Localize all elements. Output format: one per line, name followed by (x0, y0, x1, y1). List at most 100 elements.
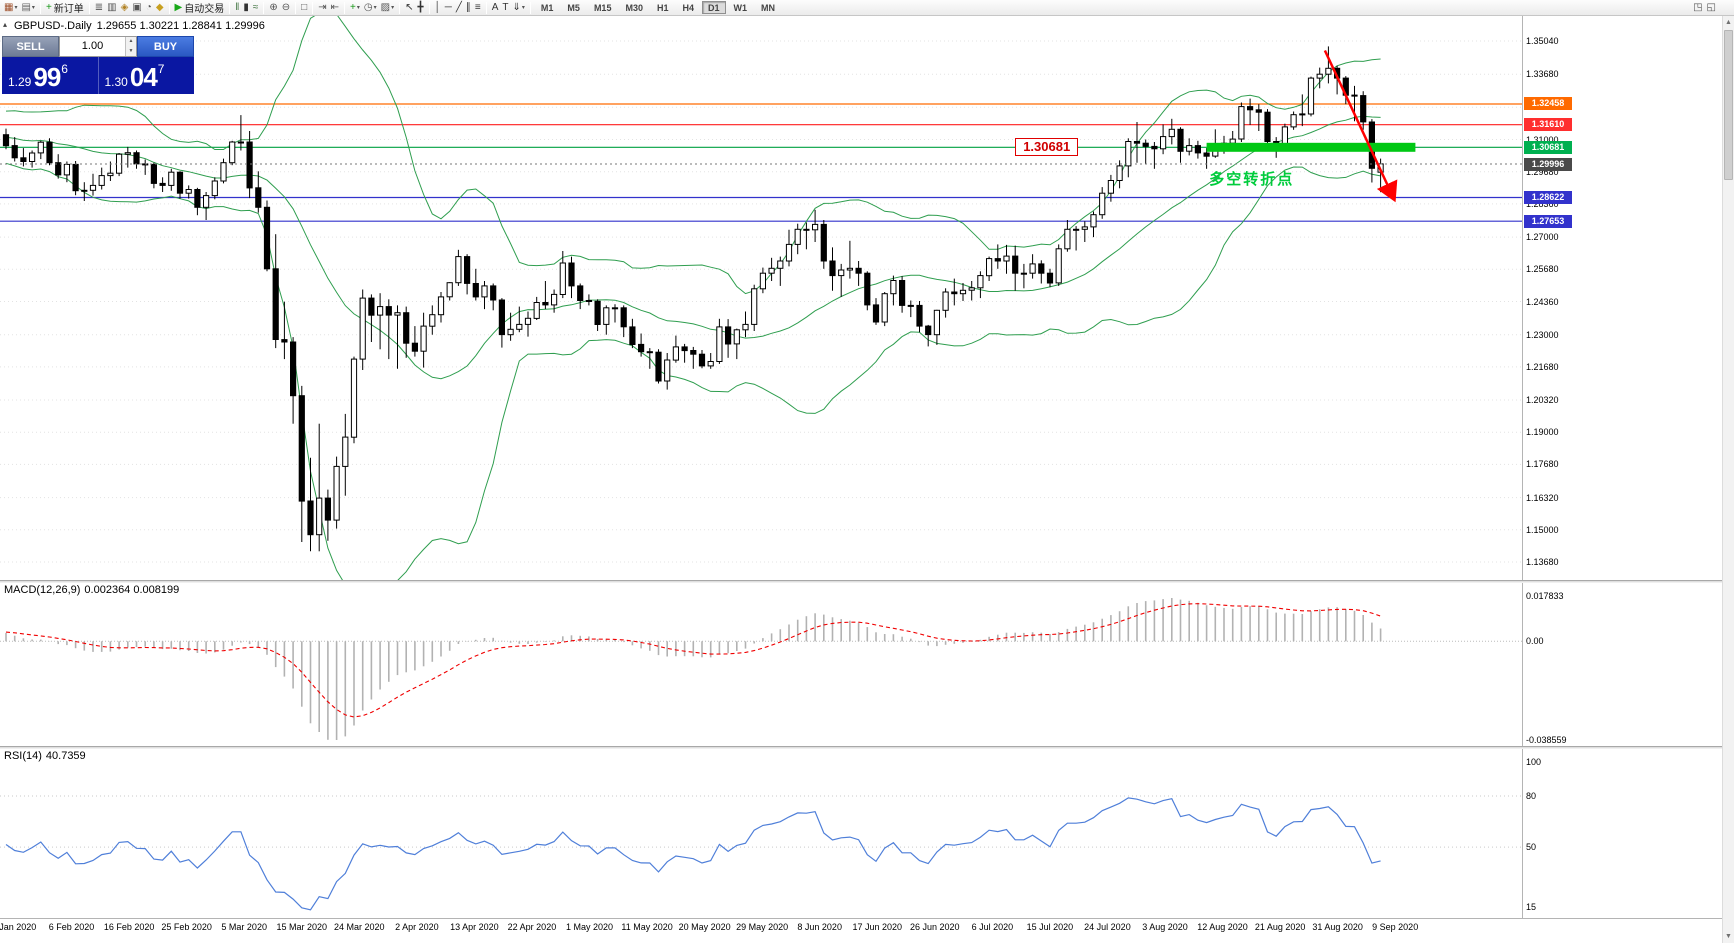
chart-shift-button[interactable]: ⇤ (329, 1, 341, 15)
profiles-icon: ▤ (21, 1, 31, 13)
buy-price-big: 04 (129, 62, 158, 92)
auto-scroll-icon: ⇥ (318, 1, 327, 13)
horizontal-line-button[interactable]: ─ (443, 1, 454, 15)
macd-pane-separator[interactable] (0, 580, 1722, 583)
navigator-button[interactable]: ◈ (119, 1, 131, 15)
vertical-line-button[interactable]: │ (433, 1, 443, 15)
lot-increase-button[interactable]: ▲ (126, 37, 136, 47)
price-axis-border (1522, 16, 1523, 918)
one-click-collapse-button[interactable]: ▴ (3, 20, 8, 29)
timeframe-m30[interactable]: M30 (625, 3, 643, 13)
zoom-out-button[interactable]: ⊖ (280, 1, 292, 15)
new-chart-icon: ▦ (4, 1, 14, 13)
profiles-button[interactable]: ▤ ▾ (19, 1, 36, 15)
toolbar-separator (168, 1, 170, 14)
candlestick-chart-button[interactable]: ▮ (241, 1, 251, 15)
strategy-tester-button[interactable]: ◔ (144, 1, 154, 15)
tile-windows-button[interactable]: □ (299, 1, 309, 15)
bar-chart-button[interactable]: ‖ (233, 1, 241, 15)
indicators-button[interactable]: + ▾ (348, 1, 362, 15)
metaeditor-icon: ◆ (155, 1, 164, 13)
toolbar-separator (485, 1, 487, 14)
templates-button[interactable]: ▨ ▾ (379, 1, 396, 15)
buy-button[interactable]: BUY (137, 36, 194, 57)
candlestick-chart-icon: ▮ (243, 1, 249, 13)
macd-title: MACD(12,26,9) (4, 584, 81, 596)
fibonacci-button[interactable]: ≡ (473, 1, 483, 15)
data-window-icon: ▥ (107, 1, 117, 13)
lot-size-value[interactable]: 1.00 (81, 40, 104, 52)
support-zone-bar[interactable] (1206, 142, 1416, 152)
toolbar-groups: ▦ ▾ ▤ ▾ + 新订单 ≣ ▥ ◈ ▣ ◔ ◆ ▶ 自动交易 ‖ ▮ ≈ ⊕ ⊖ □ ⇥ ⇤ + ▾ ◷ ▾ ▨ ▾ ↖ ╋ │ ─ ╱ ∥ ≡… (2, 0, 782, 16)
lot-spinner: ▲ ▼ (125, 37, 136, 56)
turning-point-annotation[interactable]: 多空转折点 (1209, 171, 1295, 189)
support-level-price-label[interactable]: 1.30681 (1015, 138, 1079, 157)
timeframe-m15[interactable]: M15 (593, 3, 612, 13)
auto-scroll-button[interactable]: ⇥ (316, 1, 328, 15)
lot-size-input[interactable]: 1.00 ▲ ▼ (59, 36, 137, 57)
toolbar-separator (312, 1, 314, 14)
text-button[interactable]: A (490, 1, 501, 15)
market-watch-icon: ≣ (94, 1, 104, 13)
timeframe-h1[interactable]: H1 (656, 3, 669, 13)
cursor-button[interactable]: ↖ (403, 1, 415, 15)
toolbar-group: □ (299, 0, 309, 16)
lot-decrease-button[interactable]: ▼ (126, 46, 136, 56)
macd-values: 0.002364 0.008199 (84, 584, 180, 596)
vertical-scrollbar[interactable]: ▲ ▼ (1722, 16, 1734, 943)
undock-chart-button[interactable]: ◳ (1691, 1, 1704, 15)
new-order-icon: + (45, 1, 52, 13)
toolbar-separator (263, 1, 265, 14)
zoom-in-button[interactable]: ⊕ (267, 1, 279, 15)
toolbar-separator (295, 1, 297, 14)
new-chart-button[interactable]: ▦ ▾ (2, 1, 19, 15)
fullscreen-button[interactable]: ◱ (1705, 1, 1718, 15)
undock-chart-icon: ◳ (1693, 2, 1703, 13)
crosshair-button[interactable]: ╋ (415, 1, 425, 15)
timeframe-m5[interactable]: M5 (567, 3, 580, 13)
equidistant-channel-button[interactable]: ∥ (464, 1, 473, 15)
arrows-button[interactable]: ⇓ ▾ (511, 1, 527, 15)
terminal-button[interactable]: ▣ (130, 1, 143, 15)
new-order-button-label: 新订单 (53, 4, 84, 15)
scrollbar-thumb[interactable] (1724, 30, 1733, 180)
crosshair-icon: ╋ (417, 1, 424, 13)
toolbar-right-group: ◳ ◱ (1691, 0, 1718, 16)
sell-price-prefix: 1.29 (8, 75, 32, 89)
candles-layer (2, 46, 1384, 552)
toolbar-group: ≣ ▥ ◈ ▣ ◔ ◆ (93, 0, 166, 16)
timeframe-d1[interactable]: D1 (702, 1, 726, 14)
trend-arrow[interactable] (1323, 49, 1398, 203)
new-order-button[interactable]: + 新订单 (44, 1, 86, 16)
fibonacci-icon: ≡ (474, 1, 481, 13)
scroll-down-icon[interactable]: ▼ (1725, 933, 1732, 940)
scroll-up-icon[interactable]: ▲ (1725, 19, 1732, 26)
timeframe-m1[interactable]: M1 (540, 3, 554, 13)
line-chart-icon: ≈ (252, 1, 259, 13)
autotrading-button[interactable]: ▶ 自动交易 (173, 1, 227, 16)
sell-price-display[interactable]: 1.29 99 6 (2, 57, 98, 94)
timeframe-mn[interactable]: MN (761, 3, 776, 13)
one-click-trading-panel: SELL 1.00 ▲ ▼ BUY 1.29 99 6 1.30 04 7 (2, 36, 194, 94)
dropdown-caret-icon: ▾ (391, 5, 395, 11)
line-chart-button[interactable]: ≈ (251, 1, 261, 15)
timeframe-h4[interactable]: H4 (682, 3, 694, 13)
fullscreen-icon: ◱ (1706, 2, 1716, 13)
rsi-pane-header: RSI(14) 40.7359 (4, 750, 86, 762)
timeframe-w1[interactable]: W1 (733, 3, 748, 13)
text-label-button[interactable]: T (500, 1, 510, 15)
periods-button[interactable]: ◷ ▾ (362, 1, 379, 15)
rsi-title: RSI(14) (4, 750, 42, 762)
rsi-pane-separator[interactable] (0, 746, 1722, 749)
toolbar-group: ⇥ ⇤ (316, 0, 341, 16)
trendline-button[interactable]: ╱ (454, 1, 464, 15)
bollinger-bands (5, 16, 1381, 580)
metaeditor-button[interactable]: ◆ (154, 1, 166, 15)
terminal-icon: ▣ (132, 1, 142, 13)
data-window-button[interactable]: ▥ (105, 1, 118, 15)
buy-price-display[interactable]: 1.30 04 7 (99, 57, 195, 94)
zoom-in-icon: ⊕ (269, 1, 278, 13)
market-watch-button[interactable]: ≣ (93, 1, 105, 15)
sell-button[interactable]: SELL (2, 36, 59, 57)
